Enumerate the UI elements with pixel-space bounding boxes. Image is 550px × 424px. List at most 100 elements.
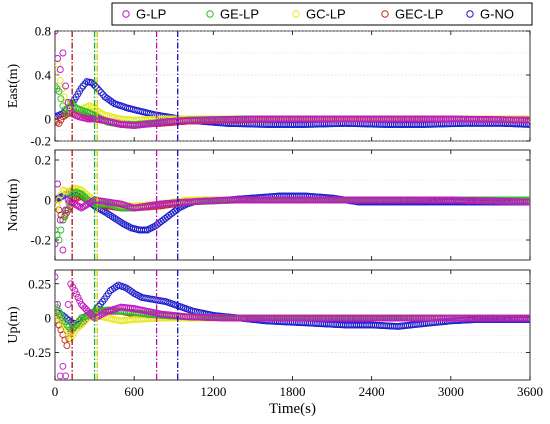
data-point xyxy=(390,314,398,322)
data-point xyxy=(445,115,453,123)
data-point xyxy=(427,314,435,322)
data-point xyxy=(55,240,59,248)
data-point xyxy=(381,314,389,322)
data-point xyxy=(272,196,280,204)
data-point xyxy=(97,89,105,97)
data-point xyxy=(263,314,271,322)
data-point xyxy=(467,115,475,123)
data-point xyxy=(94,312,102,320)
data-point xyxy=(349,196,357,204)
data-point xyxy=(418,115,426,123)
data-point xyxy=(476,314,484,322)
data-point xyxy=(273,115,281,123)
data-point xyxy=(289,314,296,322)
data-point xyxy=(440,196,447,204)
data-point xyxy=(452,115,460,123)
data-point xyxy=(440,115,448,123)
data-point xyxy=(385,115,393,123)
data-point xyxy=(349,314,357,322)
data-point xyxy=(359,196,366,204)
data-point xyxy=(480,314,488,322)
data-point xyxy=(211,116,219,124)
data-point xyxy=(55,236,63,244)
data-point xyxy=(309,196,317,204)
data-point xyxy=(62,372,70,380)
data-point xyxy=(443,115,451,123)
data-point xyxy=(526,314,530,322)
y-tick-label: 0 xyxy=(45,311,52,326)
series-g-lp xyxy=(55,31,530,130)
data-point xyxy=(232,314,240,322)
data-point xyxy=(63,342,71,350)
data-point xyxy=(343,115,350,123)
data-point xyxy=(401,196,409,204)
data-point xyxy=(370,196,377,204)
data-point xyxy=(234,314,241,322)
data-point xyxy=(316,196,324,204)
data-point xyxy=(214,116,222,124)
data-point xyxy=(400,115,407,123)
data-point xyxy=(278,115,286,123)
data-point xyxy=(423,314,431,322)
data-point xyxy=(57,95,65,103)
data-point xyxy=(493,197,501,205)
data-point xyxy=(412,196,420,204)
data-point xyxy=(382,314,390,322)
data-point xyxy=(285,314,293,322)
data-point xyxy=(504,116,512,124)
data-point xyxy=(274,314,282,322)
y-tick-label: 0 xyxy=(45,193,52,208)
data-point xyxy=(287,115,295,123)
data-point xyxy=(55,316,61,324)
data-point xyxy=(449,314,457,322)
data-point xyxy=(500,197,508,205)
data-point xyxy=(513,314,521,322)
data-point xyxy=(259,196,267,204)
data-point xyxy=(56,77,64,84)
data-point xyxy=(286,115,294,123)
data-point xyxy=(89,197,97,205)
data-point xyxy=(513,198,521,206)
data-point xyxy=(270,196,278,204)
data-point xyxy=(327,196,335,204)
data-point xyxy=(257,314,265,322)
data-point xyxy=(388,314,396,322)
data-point xyxy=(521,198,528,206)
data-point xyxy=(412,314,420,322)
y-tick-label: -0.25 xyxy=(24,345,51,360)
data-point xyxy=(318,196,326,204)
data-point xyxy=(59,321,67,329)
data-point xyxy=(399,314,407,322)
data-point xyxy=(383,115,391,123)
data-point xyxy=(425,115,433,123)
panel-north: -0.2 0 0.2 North(m) xyxy=(6,149,531,261)
data-point xyxy=(243,314,251,322)
legend-box xyxy=(111,2,533,26)
data-point xyxy=(482,116,490,123)
data-point xyxy=(431,115,438,123)
data-point xyxy=(469,314,477,322)
data-point xyxy=(67,335,75,343)
data-point xyxy=(229,115,237,123)
data-point xyxy=(338,196,346,204)
data-point xyxy=(521,116,528,124)
data-point xyxy=(282,115,290,123)
legend-label-ge-lp: GE-LP xyxy=(220,7,259,22)
data-point xyxy=(357,314,365,322)
data-point xyxy=(274,196,282,204)
data-point xyxy=(330,115,338,123)
data-point xyxy=(346,314,354,322)
data-point xyxy=(245,314,252,322)
data-point xyxy=(55,113,59,121)
data-point xyxy=(234,115,242,123)
data-point xyxy=(314,196,322,204)
data-point xyxy=(316,314,324,322)
data-point xyxy=(412,115,420,123)
data-point xyxy=(86,115,94,123)
data-point xyxy=(220,116,228,124)
data-point xyxy=(421,196,429,204)
data-point xyxy=(205,116,213,124)
data-point xyxy=(252,196,260,204)
data-point xyxy=(304,115,312,123)
